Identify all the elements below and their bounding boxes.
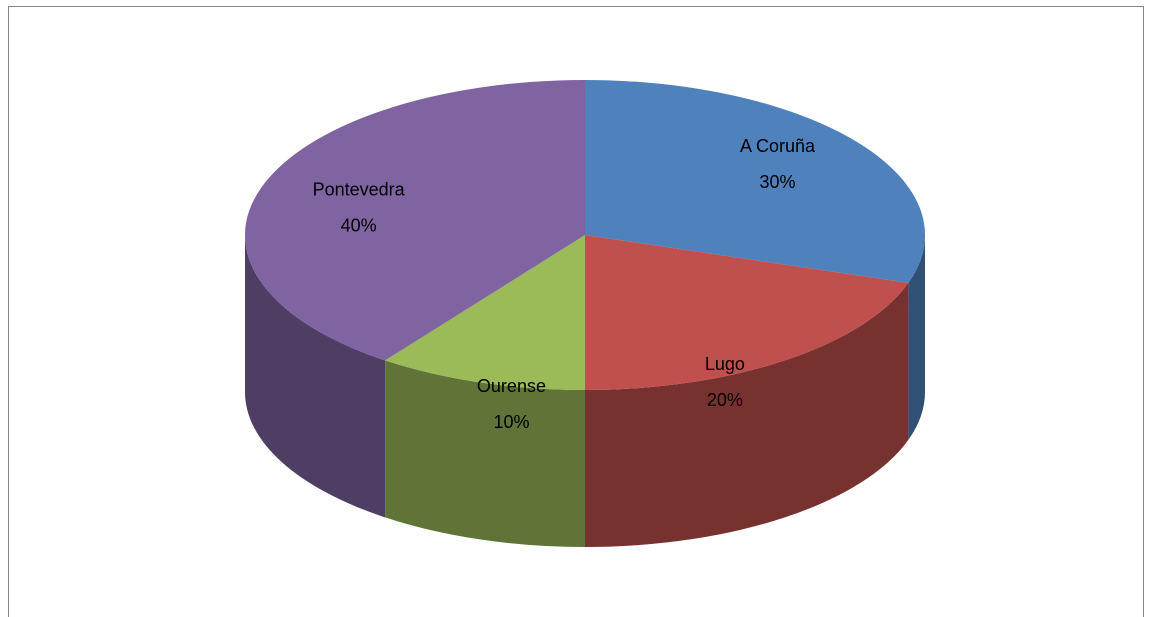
slice-side bbox=[585, 282, 909, 547]
slice bbox=[585, 235, 909, 390]
slice bbox=[245, 80, 585, 361]
slice-side bbox=[385, 360, 585, 547]
chart-frame bbox=[8, 6, 1144, 617]
slice-side bbox=[244, 235, 386, 518]
slice-label-name: Ourense bbox=[477, 376, 546, 396]
slice-label-value: 20% bbox=[707, 390, 743, 410]
slice-label-value: 10% bbox=[493, 412, 529, 432]
slice-label-name: Pontevedra bbox=[313, 180, 406, 200]
slice-label-value: 40% bbox=[341, 216, 377, 236]
slice-label-value: 30% bbox=[760, 172, 796, 192]
slice-side bbox=[908, 235, 925, 440]
slice bbox=[585, 80, 925, 283]
slice bbox=[385, 235, 585, 391]
slice-label-name: A Coruña bbox=[740, 136, 816, 156]
slice-label-name: Lugo bbox=[705, 354, 745, 374]
